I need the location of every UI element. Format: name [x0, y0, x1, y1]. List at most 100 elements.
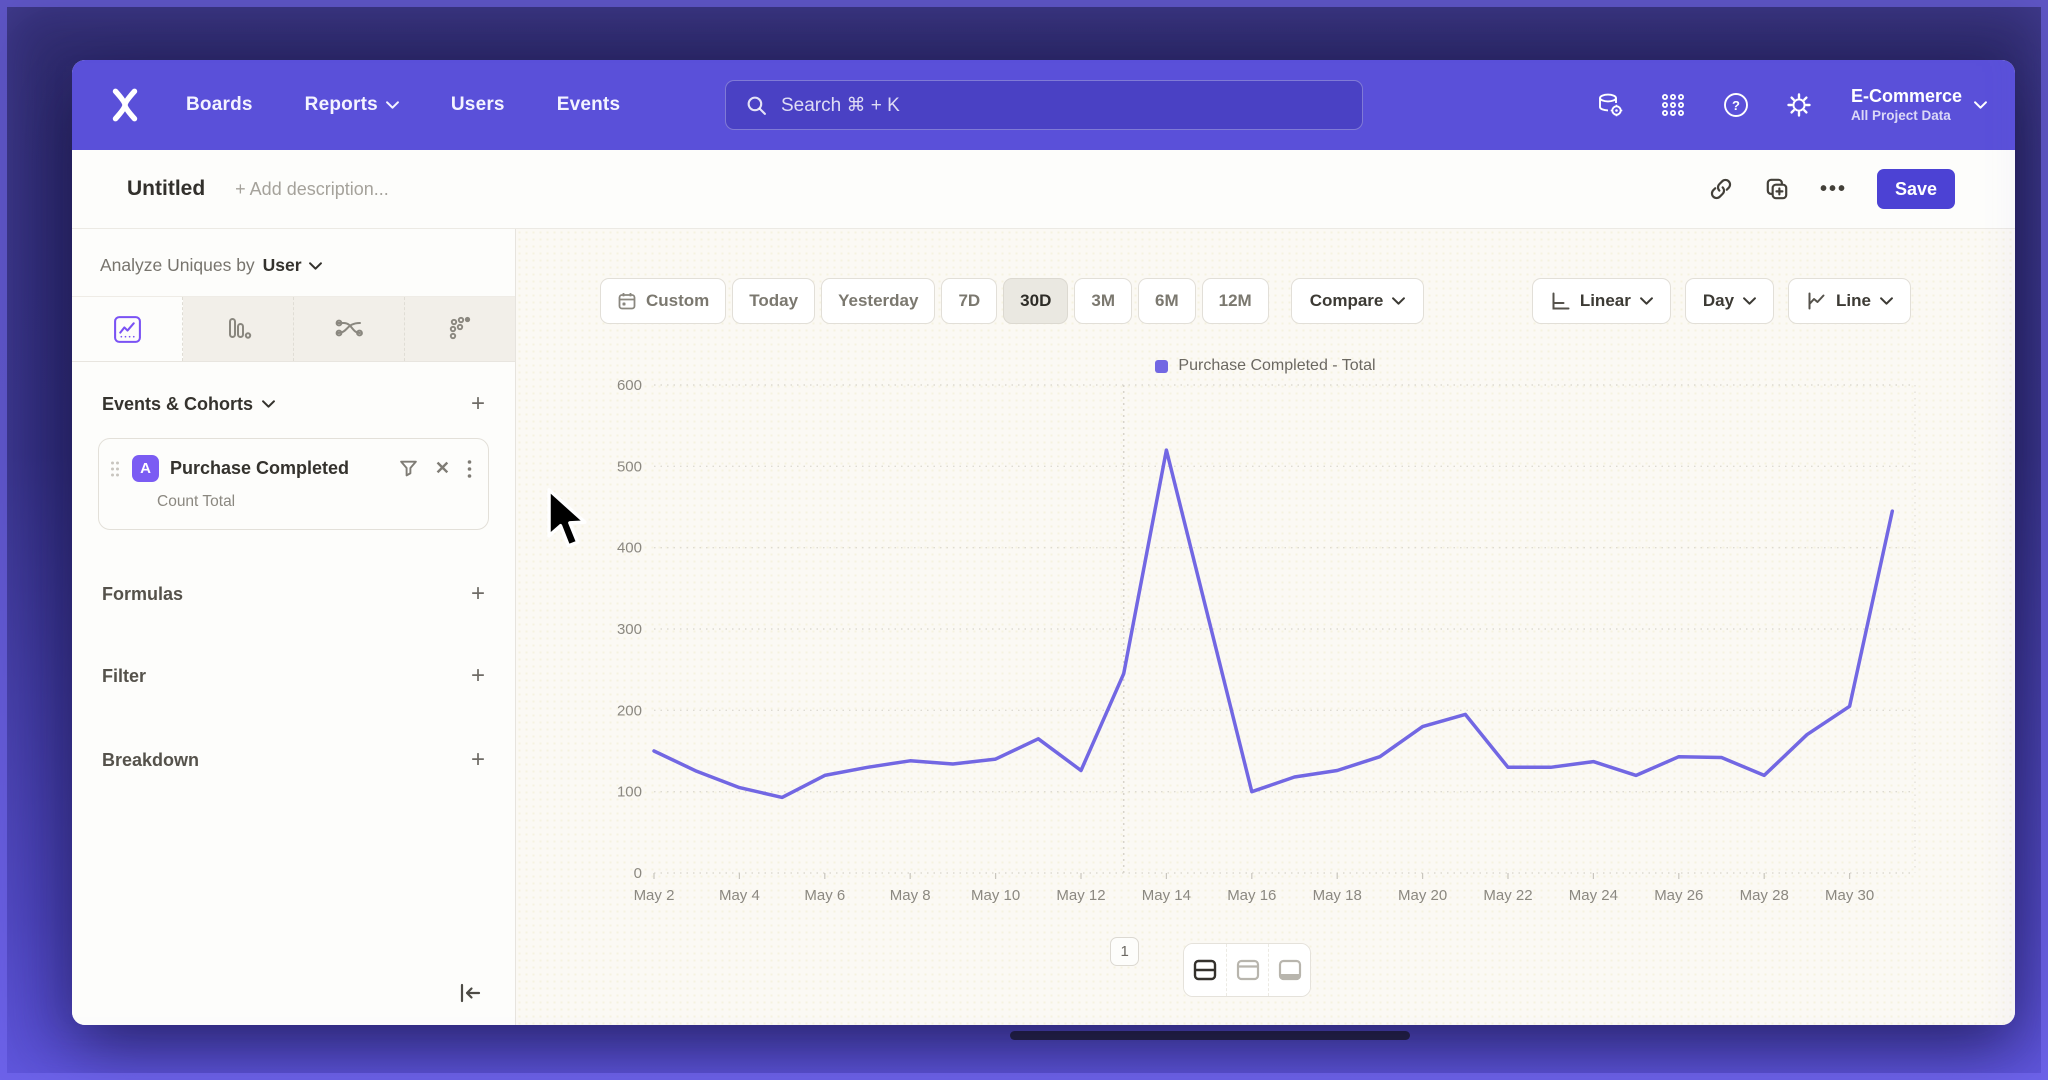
- range-label: Today: [749, 291, 799, 310]
- remove-event-icon[interactable]: ✕: [434, 458, 450, 478]
- event-options-icon[interactable]: [467, 459, 472, 479]
- title-actions: ••• Save: [1708, 169, 1955, 209]
- aggregation-selector[interactable]: Count Total: [157, 493, 236, 510]
- add-event-button[interactable]: +: [470, 390, 485, 417]
- range-7d-button[interactable]: 7D: [941, 278, 998, 324]
- annotation-badge[interactable]: 1: [1110, 937, 1140, 966]
- range-12m-button[interactable]: 12M: [1201, 278, 1269, 324]
- add-description-field[interactable]: + Add description...: [235, 178, 389, 199]
- analyze-value: User: [262, 255, 302, 275]
- tab-flow[interactable]: [294, 297, 405, 361]
- date-range-group: Custom Today Yesterday 7D 30D 3M 6M 12M …: [600, 278, 1425, 324]
- compare-dropdown[interactable]: Compare: [1290, 278, 1425, 324]
- compare-label: Compare: [1309, 291, 1384, 310]
- add-filter-button[interactable]: +: [470, 662, 485, 689]
- range-6m-button[interactable]: 6M: [1137, 278, 1196, 324]
- nav-item-reports[interactable]: Reports: [305, 94, 399, 116]
- chart-type-label: Line: [1836, 291, 1871, 310]
- svg-text:May 6: May 6: [804, 887, 845, 904]
- bar-chart-icon: [229, 318, 252, 339]
- range-label: 3M: [1091, 291, 1115, 310]
- scale-dropdown[interactable]: Linear: [1531, 278, 1671, 324]
- svg-text:May 18: May 18: [1313, 887, 1362, 904]
- project-switcher[interactable]: E-Commerce All Project Data: [1851, 85, 1987, 124]
- granularity-dropdown[interactable]: Day: [1684, 278, 1775, 324]
- event-card[interactable]: A Purchase Completed ✕: [98, 438, 489, 530]
- layout-top-bar-button[interactable]: [1226, 944, 1268, 996]
- range-3m-button[interactable]: 3M: [1074, 278, 1132, 324]
- chart-panel: Custom Today Yesterday 7D 30D 3M 6M 12M …: [516, 229, 2015, 1025]
- svg-text:200: 200: [617, 702, 642, 719]
- layout-toggle-group: [1183, 943, 1311, 997]
- app-window: Boards Reports Users Events Search ⌘ + K: [72, 60, 2015, 1025]
- breakdown-label: Breakdown: [102, 749, 200, 770]
- nav-right: ? E-Commerce All Project Data: [1595, 60, 1987, 150]
- taskbar-fragment: [1010, 1031, 1410, 1040]
- search-input[interactable]: Search ⌘ + K: [725, 80, 1363, 130]
- range-today-button[interactable]: Today: [732, 278, 816, 324]
- svg-text:May 12: May 12: [1056, 887, 1105, 904]
- flow-icon: [335, 319, 363, 337]
- view-tabs: [72, 296, 515, 362]
- range-label: 7D: [958, 291, 981, 310]
- collapse-sidebar-icon[interactable]: [457, 981, 483, 1010]
- analyze-by-dropdown[interactable]: User: [263, 255, 322, 276]
- project-info: E-Commerce All Project Data: [1851, 85, 1962, 124]
- svg-text:0: 0: [634, 865, 642, 882]
- formulas-label: Formulas: [102, 583, 184, 604]
- chevron-down-icon: [308, 261, 322, 270]
- scale-label: Linear: [1579, 291, 1631, 310]
- filter-section: Filter +: [72, 664, 515, 688]
- tab-bar-chart[interactable]: [183, 297, 294, 361]
- mixpanel-logo-icon[interactable]: [108, 85, 142, 125]
- layout-split-horizontal-button[interactable]: [1184, 944, 1226, 996]
- legend-swatch: [1155, 359, 1169, 373]
- nav-item-events[interactable]: Events: [557, 94, 621, 116]
- drag-handle-icon[interactable]: [109, 459, 121, 479]
- svg-text:May 26: May 26: [1654, 887, 1703, 904]
- add-formula-button[interactable]: +: [470, 580, 485, 607]
- filter-funnel-icon[interactable]: [399, 459, 418, 478]
- nav-label: Reports: [304, 94, 378, 115]
- event-card-actions: ✕: [399, 458, 472, 479]
- range-yesterday-button[interactable]: Yesterday: [821, 278, 936, 324]
- help-icon[interactable]: ?: [1721, 90, 1751, 120]
- svg-text:May 28: May 28: [1740, 887, 1789, 904]
- report-title[interactable]: Untitled: [127, 177, 206, 200]
- analyze-label: Analyze Uniques by: [100, 255, 255, 275]
- filter-label: Filter: [102, 665, 147, 686]
- data-management-icon[interactable]: [1595, 90, 1625, 120]
- range-30d-button[interactable]: 30D: [1003, 278, 1069, 324]
- duplicate-icon[interactable]: [1764, 176, 1790, 202]
- nav-item-users[interactable]: Users: [451, 94, 505, 116]
- layout-bottom-panel-button[interactable]: [1268, 944, 1310, 996]
- svg-text:300: 300: [617, 621, 642, 638]
- events-section-toggle[interactable]: Events & Cohorts: [102, 394, 275, 415]
- event-card-row: A Purchase Completed ✕: [109, 455, 472, 482]
- save-button[interactable]: Save: [1877, 169, 1955, 209]
- svg-text:May 4: May 4: [719, 887, 760, 904]
- tab-scatter[interactable]: [405, 297, 515, 361]
- copy-link-icon[interactable]: [1708, 176, 1734, 202]
- svg-text:400: 400: [617, 540, 642, 557]
- apps-grid-icon[interactable]: [1658, 90, 1688, 120]
- chart-type-dropdown[interactable]: Line: [1788, 278, 1911, 324]
- line-chart[interactable]: 0 100 200 300 400 500 600 May 2 May 4 May 6 May 8 M…: [516, 229, 2015, 1025]
- chevron-down-icon: [1880, 297, 1893, 305]
- tab-line-chart[interactable]: [72, 297, 183, 361]
- svg-text:May 16: May 16: [1227, 887, 1276, 904]
- nav-item-boards[interactable]: Boards: [186, 94, 253, 116]
- content-area: Analyze Uniques by User: [72, 229, 2015, 1025]
- scatter-icon: [449, 316, 471, 340]
- event-name[interactable]: Purchase Completed: [170, 458, 350, 478]
- top-nav: Boards Reports Users Events Search ⌘ + K: [72, 60, 2015, 150]
- project-scope: All Project Data: [1850, 107, 1951, 123]
- range-custom-button[interactable]: Custom: [600, 278, 727, 324]
- more-menu-icon[interactable]: •••: [1819, 177, 1847, 200]
- range-label: 12M: [1218, 291, 1252, 310]
- settings-gear-icon[interactable]: [1784, 90, 1814, 120]
- add-breakdown-button[interactable]: +: [470, 746, 485, 773]
- legend-label: Purchase Completed - Total: [1178, 357, 1376, 374]
- svg-text:100: 100: [617, 784, 642, 801]
- chart-toolbar: Custom Today Yesterday 7D 30D 3M 6M 12M …: [600, 278, 1911, 324]
